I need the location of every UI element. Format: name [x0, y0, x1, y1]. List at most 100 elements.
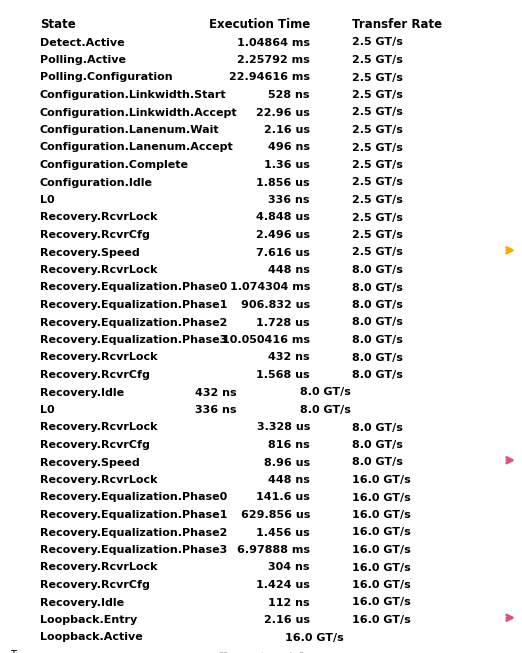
- Text: Recovery.Idle: Recovery.Idle: [40, 387, 124, 398]
- Text: 2.5 GT/s: 2.5 GT/s: [352, 108, 403, 118]
- Text: Recovery.Equalization.Phase2: Recovery.Equalization.Phase2: [40, 528, 228, 537]
- Text: L0: L0: [40, 405, 55, 415]
- Text: 112 ns: 112 ns: [268, 597, 310, 607]
- Text: 1.456 us: 1.456 us: [256, 528, 310, 537]
- Text: 22.94616 ms: 22.94616 ms: [229, 72, 310, 82]
- Text: Recovery.RcvrLock: Recovery.RcvrLock: [40, 562, 158, 573]
- Text: 629.856 us: 629.856 us: [241, 510, 310, 520]
- Text: 432 ns: 432 ns: [268, 353, 310, 362]
- Text: 16.0 GT/s: 16.0 GT/s: [285, 633, 344, 643]
- Text: Recovery.RcvrCfg: Recovery.RcvrCfg: [40, 440, 150, 450]
- Text: Recovery.Equalization.Phase2: Recovery.Equalization.Phase2: [40, 317, 228, 328]
- Text: Recovery.RcvrLock: Recovery.RcvrLock: [40, 475, 158, 485]
- Text: Recovery.RcvrLock: Recovery.RcvrLock: [40, 212, 158, 223]
- Text: Execution Time: Execution Time: [209, 18, 310, 31]
- Text: 2.5 GT/s: 2.5 GT/s: [352, 247, 403, 257]
- Text: Recovery.RcvrCfg: Recovery.RcvrCfg: [40, 580, 150, 590]
- Text: Recovery.RcvrCfg: Recovery.RcvrCfg: [40, 230, 150, 240]
- Text: 496 ns: 496 ns: [268, 142, 310, 153]
- Text: 2.16 us: 2.16 us: [264, 125, 310, 135]
- Text: Recovery.Equalization.Phase3: Recovery.Equalization.Phase3: [40, 545, 227, 555]
- Text: 8.0 GT/s: 8.0 GT/s: [352, 353, 403, 362]
- Text: Transfer Rate: Transfer Rate: [352, 18, 442, 31]
- Text: 2.5 GT/s: 2.5 GT/s: [352, 72, 403, 82]
- Text: 7.616 us: 7.616 us: [256, 247, 310, 257]
- Text: 2.5 GT/s: 2.5 GT/s: [352, 212, 403, 223]
- Text: 8.0 GT/s: 8.0 GT/s: [352, 422, 403, 432]
- Text: 2.5 GT/s: 2.5 GT/s: [352, 125, 403, 135]
- Text: 1.074304 ms: 1.074304 ms: [230, 283, 310, 293]
- Text: 816 ns: 816 ns: [268, 440, 310, 450]
- Text: 1.424 us: 1.424 us: [256, 580, 310, 590]
- Text: 8.0 GT/s: 8.0 GT/s: [352, 300, 403, 310]
- Text: T: T: [10, 650, 16, 653]
- Text: Configuration.Complete: Configuration.Complete: [40, 160, 189, 170]
- Text: 2.25792 ms: 2.25792 ms: [238, 55, 310, 65]
- Text: Recovery.Speed: Recovery.Speed: [40, 458, 140, 468]
- Text: 2.5 GT/s: 2.5 GT/s: [352, 178, 403, 187]
- Text: 16.0 GT/s: 16.0 GT/s: [352, 528, 411, 537]
- Text: Loopback.Entry: Loopback.Entry: [40, 615, 137, 625]
- Text: 16.0 GT/s: 16.0 GT/s: [352, 562, 411, 573]
- Text: 8.0 GT/s: 8.0 GT/s: [352, 283, 403, 293]
- Text: Recovery.Idle: Recovery.Idle: [40, 597, 124, 607]
- Text: 8.0 GT/s: 8.0 GT/s: [352, 265, 403, 275]
- Text: 2.5 GT/s: 2.5 GT/s: [352, 195, 403, 205]
- Text: 6.97888 ms: 6.97888 ms: [237, 545, 310, 555]
- Text: 3.328 us: 3.328 us: [257, 422, 310, 432]
- Text: 448 ns: 448 ns: [268, 265, 310, 275]
- Text: 16.0 GT/s: 16.0 GT/s: [352, 580, 411, 590]
- Text: Polling.Configuration: Polling.Configuration: [40, 72, 173, 82]
- Text: 8.0 GT/s: 8.0 GT/s: [352, 458, 403, 468]
- Text: 1.568 us: 1.568 us: [256, 370, 310, 380]
- Text: 22.96 us: 22.96 us: [256, 108, 310, 118]
- Text: 1.36 us: 1.36 us: [264, 160, 310, 170]
- Text: 2.16 us: 2.16 us: [264, 615, 310, 625]
- Text: 8.96 us: 8.96 us: [264, 458, 310, 468]
- Text: 2.5 GT/s: 2.5 GT/s: [352, 230, 403, 240]
- Text: 10.050416 ms: 10.050416 ms: [222, 335, 310, 345]
- Text: CS板卡山乌_artvxworks5: CS板卡山乌_artvxworks5: [217, 651, 305, 653]
- Text: Configuration.Lanenum.Accept: Configuration.Lanenum.Accept: [40, 142, 234, 153]
- Text: 1.04864 ms: 1.04864 ms: [237, 37, 310, 48]
- Text: Recovery.RcvrLock: Recovery.RcvrLock: [40, 422, 158, 432]
- Text: Recovery.Equalization.Phase1: Recovery.Equalization.Phase1: [40, 510, 228, 520]
- Text: Recovery.RcvrLock: Recovery.RcvrLock: [40, 353, 158, 362]
- Text: 1.728 us: 1.728 us: [256, 317, 310, 328]
- Text: 2.5 GT/s: 2.5 GT/s: [352, 160, 403, 170]
- Text: 8.0 GT/s: 8.0 GT/s: [352, 335, 403, 345]
- Text: 304 ns: 304 ns: [268, 562, 310, 573]
- Text: 8.0 GT/s: 8.0 GT/s: [300, 405, 351, 415]
- Text: Configuration.Idle: Configuration.Idle: [40, 178, 153, 187]
- Text: 16.0 GT/s: 16.0 GT/s: [352, 510, 411, 520]
- Text: 16.0 GT/s: 16.0 GT/s: [352, 545, 411, 555]
- Text: Configuration.Linkwidth.Start: Configuration.Linkwidth.Start: [40, 90, 227, 100]
- Text: Recovery.Speed: Recovery.Speed: [40, 247, 140, 257]
- Text: 1.856 us: 1.856 us: [256, 178, 310, 187]
- Text: Loopback.Active: Loopback.Active: [40, 633, 143, 643]
- Text: 8.0 GT/s: 8.0 GT/s: [352, 370, 403, 380]
- Text: 2.496 us: 2.496 us: [256, 230, 310, 240]
- Text: 336 ns: 336 ns: [268, 195, 310, 205]
- Text: State: State: [40, 18, 76, 31]
- Text: L0: L0: [40, 195, 55, 205]
- Text: 336 ns: 336 ns: [195, 405, 236, 415]
- Text: Recovery.Equalization.Phase0: Recovery.Equalization.Phase0: [40, 283, 227, 293]
- Text: 448 ns: 448 ns: [268, 475, 310, 485]
- Text: 8.0 GT/s: 8.0 GT/s: [352, 317, 403, 328]
- Text: Recovery.RcvrLock: Recovery.RcvrLock: [40, 265, 158, 275]
- Text: 141.6 us: 141.6 us: [256, 492, 310, 503]
- Text: Configuration.Lanenum.Wait: Configuration.Lanenum.Wait: [40, 125, 220, 135]
- Text: 8.0 GT/s: 8.0 GT/s: [352, 440, 403, 450]
- Text: 528 ns: 528 ns: [268, 90, 310, 100]
- Text: 4.848 us: 4.848 us: [256, 212, 310, 223]
- Text: 906.832 us: 906.832 us: [241, 300, 310, 310]
- Text: 432 ns: 432 ns: [195, 387, 236, 398]
- Text: 16.0 GT/s: 16.0 GT/s: [352, 615, 411, 625]
- Text: Polling.Active: Polling.Active: [40, 55, 126, 65]
- Text: 16.0 GT/s: 16.0 GT/s: [352, 475, 411, 485]
- Text: 2.5 GT/s: 2.5 GT/s: [352, 55, 403, 65]
- Text: Configuration.Linkwidth.Accept: Configuration.Linkwidth.Accept: [40, 108, 238, 118]
- Text: 8.0 GT/s: 8.0 GT/s: [300, 387, 351, 398]
- Text: Recovery.Equalization.Phase0: Recovery.Equalization.Phase0: [40, 492, 227, 503]
